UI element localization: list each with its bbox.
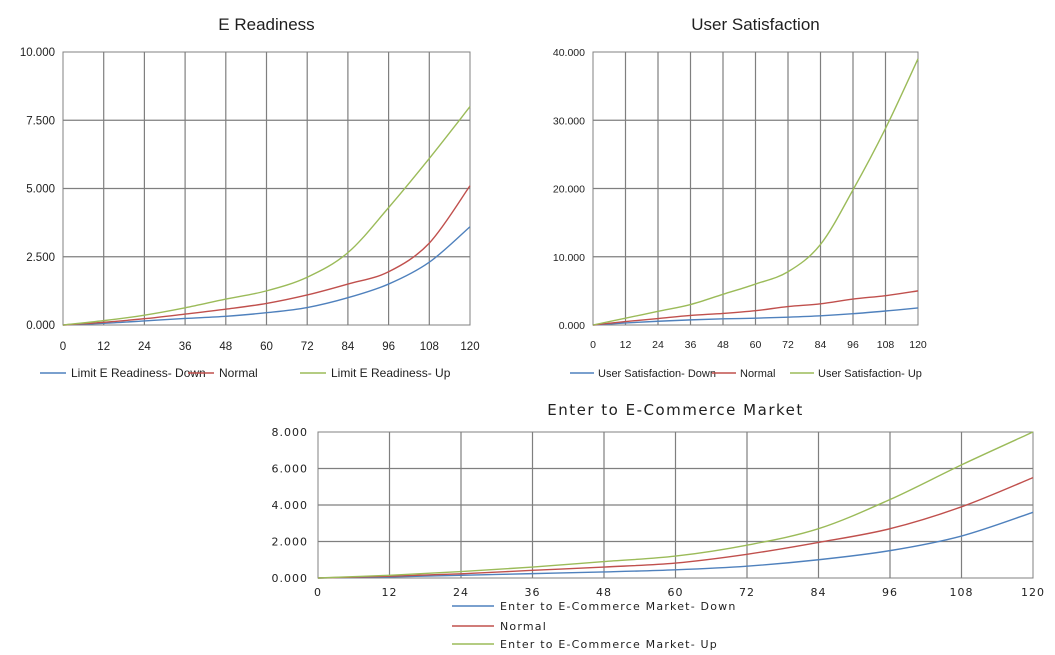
legend: Limit E Readiness- Down Normal Limit E Rea… — [40, 366, 451, 380]
y-tick-label: 0.000 — [559, 320, 585, 332]
x-tick-label: 48 — [219, 341, 232, 353]
series-line-1 — [62, 226, 471, 326]
legend-label: Normal — [219, 366, 258, 380]
x-tick-label: 48 — [717, 339, 729, 351]
chart-3: Enter to E-Commerce Market 0.000 2.000 4.00… — [272, 401, 1045, 651]
x-tick-label: 96 — [382, 341, 395, 353]
legend-label: Enter to E-Commerce Market- Down — [500, 600, 737, 613]
series-line-1 — [592, 307, 919, 326]
x-tick-label: 0 — [314, 586, 322, 599]
x-tick-label: 120 — [909, 339, 927, 351]
x-tick-label: 72 — [782, 339, 794, 351]
x-tick-label: 36 — [179, 341, 192, 353]
chart-title: Enter to E-Commerce Market — [547, 401, 804, 419]
x-tick-label: 60 — [750, 339, 762, 351]
x-tick-label: 120 — [460, 341, 479, 353]
y-tick-label: 30.000 — [553, 115, 585, 127]
legend: User Satisfaction- Down Normal User Satisf… — [570, 368, 922, 380]
legend-label: User Satisfaction- Down — [598, 368, 716, 380]
series-line-3 — [592, 58, 919, 326]
x-tick-label: 24 — [652, 339, 664, 351]
x-tick-label: 60 — [260, 341, 273, 353]
x-tick-label: 72 — [301, 341, 314, 353]
y-tick-label: 20.000 — [553, 184, 585, 196]
x-tick-label: 12 — [382, 586, 398, 599]
x-tick-label: 108 — [877, 339, 895, 351]
y-tick-label: 10.000 — [553, 252, 585, 264]
legend-label: Normal — [500, 620, 547, 633]
series-line-2 — [62, 185, 471, 326]
y-tick-label: 7.500 — [26, 115, 55, 127]
x-tick-label: 0 — [590, 339, 596, 351]
chart-1: E Readiness 0.000 2.500 5.000 7.500 10.000 0 12… — [20, 15, 480, 380]
chart-title: E Readiness — [218, 15, 314, 34]
y-tick-label: 10.000 — [20, 47, 55, 59]
legend: Enter to E-Commerce Market- Down Normal En… — [452, 600, 737, 651]
y-tick-label: 2.500 — [26, 252, 55, 264]
series-line-2 — [592, 290, 919, 326]
series-line-2 — [317, 476, 1034, 579]
x-tick-label: 36 — [525, 586, 541, 599]
chart-title: User Satisfaction — [691, 15, 820, 34]
x-tick-label: 84 — [811, 586, 827, 599]
x-tick-label: 84 — [815, 339, 827, 351]
series-line-3 — [62, 106, 471, 326]
y-tick-label: 4.000 — [272, 499, 309, 512]
y-tick-label: 2.000 — [272, 536, 309, 549]
x-tick-label: 12 — [620, 339, 632, 351]
y-tick-label: 0.000 — [272, 572, 309, 585]
x-tick-label: 84 — [342, 341, 355, 353]
y-tick-label: 6.000 — [272, 463, 309, 476]
x-tick-label: 108 — [950, 586, 974, 599]
x-tick-label: 24 — [453, 586, 469, 599]
legend-label: Enter to E-Commerce Market- Up — [500, 638, 718, 651]
series-line-1 — [317, 511, 1034, 579]
x-tick-label: 0 — [60, 341, 66, 353]
y-tick-label: 5.000 — [26, 184, 55, 196]
x-tick-label: 72 — [739, 586, 755, 599]
x-tick-label: 60 — [668, 586, 684, 599]
chart-2: User Satisfaction 0.000 10.000 20.000 30.000… — [553, 15, 927, 380]
y-tick-label: 8.000 — [272, 426, 309, 439]
legend-label: Limit E Readiness- Up — [331, 366, 451, 380]
legend-label: User Satisfaction- Up — [818, 368, 922, 380]
x-tick-label: 96 — [847, 339, 859, 351]
y-tick-label: 40.000 — [553, 47, 585, 59]
x-tick-label: 12 — [97, 341, 110, 353]
x-tick-label: 96 — [882, 586, 898, 599]
legend-label: Normal — [740, 368, 775, 380]
x-tick-label: 120 — [1021, 586, 1045, 599]
series-line-3 — [317, 431, 1034, 579]
x-tick-label: 24 — [138, 341, 151, 353]
x-tick-label: 108 — [420, 341, 439, 353]
x-tick-label: 48 — [596, 586, 612, 599]
x-tick-label: 36 — [685, 339, 697, 351]
y-tick-label: 0.000 — [26, 320, 55, 332]
legend-label: Limit E Readiness- Down — [71, 366, 206, 380]
